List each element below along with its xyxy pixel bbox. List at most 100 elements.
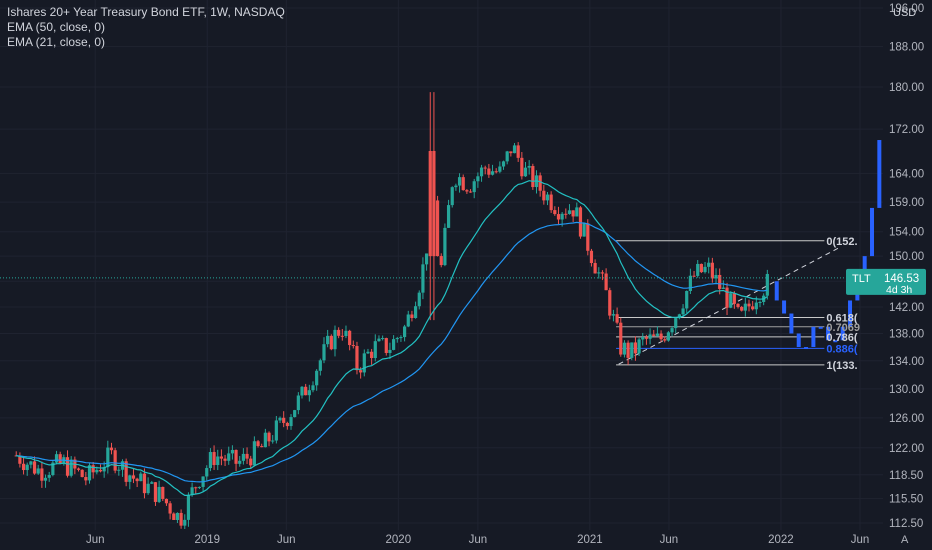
candle — [751, 306, 755, 310]
candle — [520, 157, 524, 177]
candle — [446, 205, 451, 228]
trend-line[interactable] — [618, 246, 841, 365]
candle — [216, 456, 220, 466]
candle — [578, 207, 583, 237]
projection-candle — [826, 326, 831, 341]
x-tick-label: Jun — [469, 534, 488, 546]
candle — [300, 386, 304, 396]
candle — [245, 453, 249, 459]
candle — [542, 190, 546, 201]
candle — [490, 171, 495, 175]
candle — [87, 465, 92, 481]
candle — [593, 263, 597, 274]
candle — [597, 272, 601, 274]
candle — [655, 333, 660, 336]
candle — [282, 417, 286, 423]
projection-candle — [818, 326, 823, 329]
candle — [527, 166, 531, 168]
fib-level-label: 0.7069 — [826, 322, 860, 334]
auto-scale-button[interactable]: A — [901, 534, 909, 546]
candle — [234, 449, 238, 464]
candle — [307, 390, 311, 396]
candle — [80, 469, 84, 478]
x-tick-label: 2021 — [577, 534, 603, 546]
ema-50-line — [16, 221, 768, 483]
candle — [157, 486, 161, 502]
candle — [549, 194, 553, 211]
y-tick-label: 154.00 — [889, 227, 924, 239]
candle — [652, 334, 656, 336]
candle — [128, 475, 132, 482]
candle — [556, 214, 561, 220]
candle — [175, 512, 180, 520]
projection-candle — [796, 333, 801, 348]
candle — [443, 227, 447, 266]
candle — [399, 337, 403, 339]
fib-level-label: 0.886( — [826, 343, 858, 355]
candle — [29, 461, 33, 465]
projection-candle — [782, 300, 787, 314]
candle — [615, 314, 619, 323]
candle — [454, 185, 458, 188]
candle — [637, 339, 641, 354]
time-axis[interactable]: Jun 2019 Jun 2020 Jun 2021 Jun 2022 Jun — [86, 534, 869, 546]
candle — [69, 459, 73, 476]
candle — [32, 461, 37, 474]
y-tick-label: 134.00 — [889, 356, 924, 368]
candle — [494, 171, 498, 173]
candle — [113, 450, 117, 471]
symbol-title: Ishares 20+ Year Treasury Bond ETF, 1W, … — [7, 5, 285, 19]
candle — [25, 464, 29, 471]
candle — [186, 494, 191, 520]
candle — [370, 351, 374, 359]
candle — [505, 151, 509, 162]
candle — [421, 264, 425, 293]
candle — [388, 349, 392, 353]
x-tick-label: Jun — [86, 534, 105, 546]
candle — [293, 410, 297, 418]
candle — [586, 223, 590, 251]
candle — [194, 487, 198, 489]
candle — [139, 473, 143, 482]
x-tick-label: Jun — [277, 534, 296, 546]
x-tick-label: Jun — [660, 534, 679, 546]
candle — [721, 287, 725, 289]
fib-retracement[interactable] — [616, 240, 825, 366]
candle — [472, 181, 476, 193]
candle — [567, 210, 572, 214]
candle — [168, 503, 172, 514]
candle — [516, 145, 520, 158]
candle — [740, 306, 744, 311]
candle — [124, 461, 128, 482]
candle — [424, 253, 429, 265]
candle — [538, 175, 542, 191]
candle — [476, 176, 480, 182]
x-tick-label: 2019 — [194, 534, 220, 546]
y-tick-label: 172.00 — [889, 124, 924, 136]
candle — [384, 338, 388, 353]
candle — [725, 287, 729, 308]
candle — [600, 272, 605, 274]
candle — [362, 353, 366, 373]
candle — [747, 303, 751, 307]
x-tick-label: 2020 — [386, 534, 412, 546]
candle — [337, 329, 341, 336]
candle — [714, 274, 718, 279]
candle — [142, 473, 147, 494]
candle — [95, 469, 99, 473]
candle — [560, 213, 564, 220]
candle — [179, 512, 183, 526]
candle — [395, 338, 399, 340]
candle — [197, 486, 202, 488]
candle — [571, 210, 575, 217]
currency-label[interactable]: USD — [893, 7, 916, 19]
last-price-tag: TLT 146.53 4d 3h — [846, 268, 926, 296]
candle — [659, 333, 663, 340]
candle — [285, 422, 289, 427]
fib-level-label: 1(133. — [826, 360, 857, 372]
price-axis[interactable]: 196.00 188.00 180.00 172.00 164.00 159.00 154.… — [889, 3, 924, 530]
candle — [545, 194, 550, 201]
candle — [304, 386, 308, 396]
candle — [589, 250, 594, 264]
